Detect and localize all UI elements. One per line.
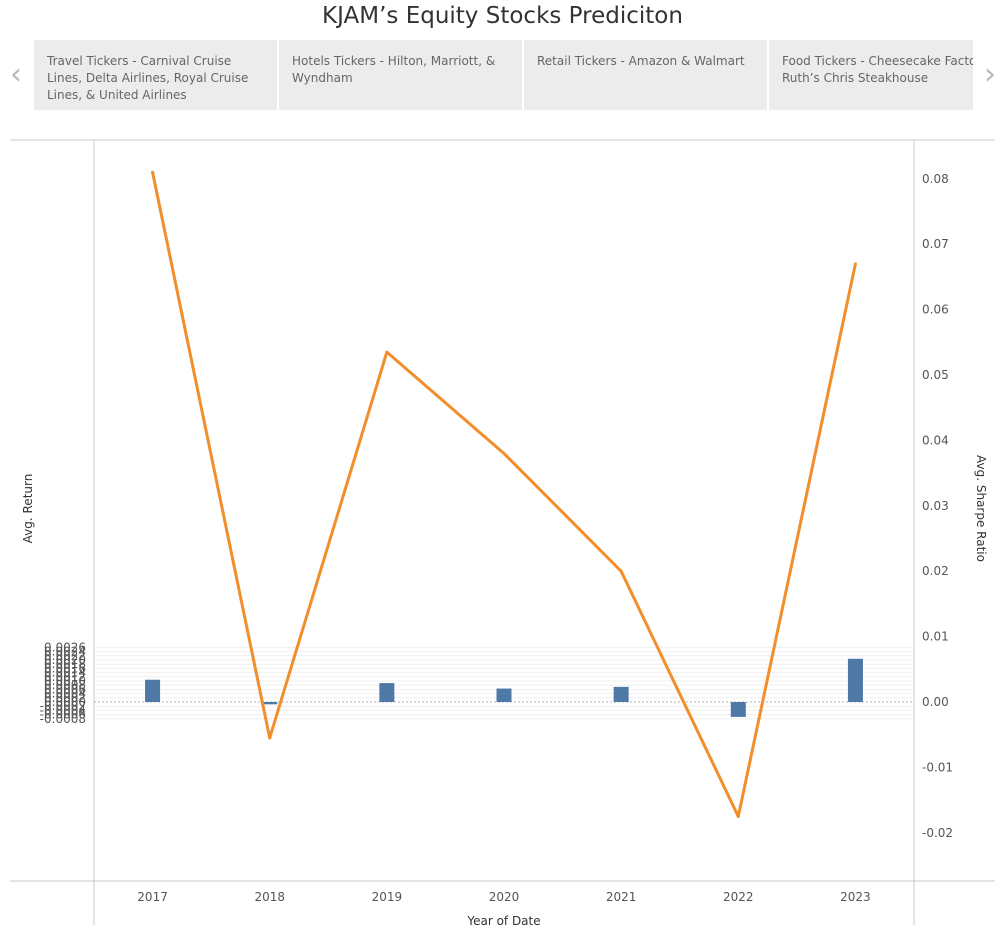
y-right-tick-label: 0.03 [922, 499, 949, 513]
y-right-tick-label: -0.02 [922, 826, 953, 840]
tab-label: Food Tickers - Cheesecake Factory Ruth’s… [782, 54, 973, 85]
point-avg-sharpe-ratio[interactable] [151, 170, 155, 174]
y-left-tick-label: 0.0020 [44, 653, 86, 667]
tab-label: Hotels Tickers - Hilton, Marriott, & Wyn… [292, 54, 496, 85]
y-left-tick-label: 0.0016 [44, 661, 86, 675]
tab-food-tickers[interactable]: Food Tickers - Cheesecake Factory Ruth’s… [769, 40, 973, 110]
y-right-tick-label: 0.07 [922, 237, 949, 251]
y-left-tick-label: 0.0026 [44, 640, 86, 654]
y-left-tick-label: 0.0000 [44, 695, 86, 709]
point-avg-sharpe-ratio[interactable] [736, 814, 740, 818]
bar-avg-return[interactable] [847, 658, 863, 702]
x-tick-label: 2020 [489, 890, 520, 904]
point-avg-sharpe-ratio[interactable] [502, 451, 506, 455]
y-left-tick-label: -0.0008 [40, 712, 86, 726]
tab-travel-tickers[interactable]: Travel Tickers - Carnival Cruise Lines, … [34, 40, 277, 110]
x-tick-label: 2021 [606, 890, 637, 904]
y-right-axis-title: Avg. Sharpe Ratio [974, 455, 988, 562]
y-right-tick-label: 0.06 [922, 303, 949, 317]
chevron-left-icon[interactable]: ‹ [10, 57, 22, 92]
point-avg-sharpe-ratio[interactable] [268, 736, 272, 740]
y-right-tick-label: 0.00 [922, 695, 949, 709]
x-tick-label: 2017 [137, 890, 168, 904]
y-left-tick-label: 0.0006 [44, 682, 86, 696]
y-left-tick-label: 0.0014 [44, 666, 86, 680]
bar-avg-return[interactable] [613, 686, 629, 702]
y-right-tick-label: -0.01 [922, 760, 953, 774]
point-avg-sharpe-ratio[interactable] [853, 262, 857, 266]
line-avg-sharpe-ratio[interactable] [151, 171, 857, 818]
point-avg-sharpe-ratio[interactable] [385, 350, 389, 354]
tab-retail-tickers[interactable]: Retail Tickers - Amazon & Walmart [524, 40, 767, 110]
y-left-tick-label: 0.0004 [44, 687, 86, 701]
bar-avg-return[interactable] [379, 683, 395, 702]
y-right-tick-label: 0.08 [922, 172, 949, 186]
y-right-tick-label: 0.02 [922, 564, 949, 578]
x-tick-label: 2019 [372, 890, 403, 904]
bar-avg-return[interactable] [262, 702, 278, 705]
x-axis-title: Year of Date [466, 914, 540, 927]
y-right-tick-label: 0.05 [922, 368, 949, 382]
y-right-tick-label: 0.04 [922, 433, 949, 447]
point-avg-sharpe-ratio[interactable] [619, 569, 623, 573]
y-left-tick-label: 0.0012 [44, 670, 86, 684]
tab-hotels-tickers[interactable]: Hotels Tickers - Hilton, Marriott, & Wyn… [279, 40, 522, 110]
y-left-tick-label: -0.0002 [40, 699, 86, 713]
x-tick-label: 2023 [840, 890, 871, 904]
bar-avg-return[interactable] [145, 679, 161, 702]
x-tick-label: 2018 [254, 890, 285, 904]
y-left-tick-label: 0.0008 [44, 678, 86, 692]
tab-label: Travel Tickers - Carnival Cruise Lines, … [47, 54, 249, 102]
y-left-tick-label: 0.0010 [44, 674, 86, 688]
y-left-axis-title: Avg. Return [21, 474, 35, 544]
y-right-tick-label: 0.01 [922, 630, 949, 644]
tab-label: Retail Tickers - Amazon & Walmart [537, 54, 745, 68]
bar-avg-return[interactable] [730, 702, 746, 717]
y-left-tick-label: -0.0004 [40, 703, 86, 717]
y-left-tick-label: -0.0006 [40, 708, 86, 722]
x-tick-label: 2022 [723, 890, 754, 904]
y-left-tick-label: 0.0018 [44, 657, 86, 671]
y-left-tick-label: 0.0024 [44, 645, 86, 659]
y-left-tick-label: 0.0022 [44, 649, 86, 663]
bar-avg-return[interactable] [496, 688, 512, 702]
ticker-tab-bar: ‹ Travel Tickers - Carnival Cruise Lines… [0, 40, 1005, 112]
chevron-right-icon[interactable]: › [984, 57, 996, 92]
chart-title: KJAM’s Equity Stocks Prediciton [322, 3, 683, 29]
y-left-tick-label: 0.0002 [44, 691, 86, 705]
